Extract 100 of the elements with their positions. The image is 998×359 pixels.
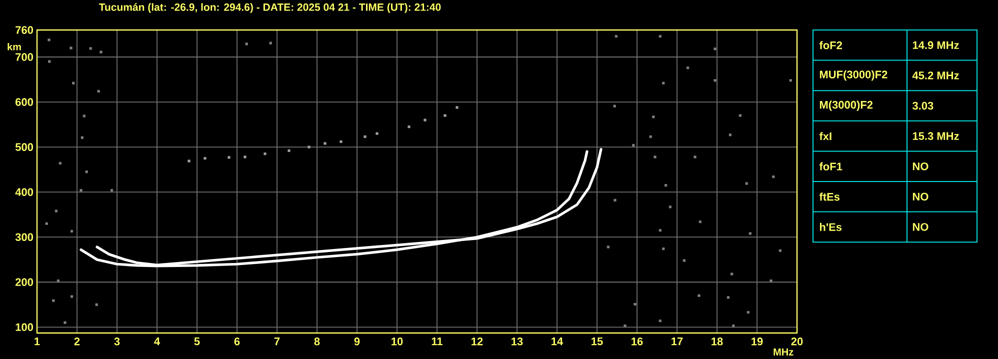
point	[82, 114, 86, 118]
text: ftEs	[819, 192, 840, 201]
point	[634, 302, 636, 306]
y-tick-label: 100	[16, 323, 34, 332]
point	[70, 46, 72, 50]
text: 14.9 MHz	[912, 41, 959, 50]
point	[80, 188, 82, 192]
point	[324, 142, 326, 145]
point	[70, 230, 74, 233]
x-tick-label: 4	[154, 338, 160, 346]
y-tick-label: 760	[16, 26, 34, 34]
y-tick-label: 700	[16, 53, 34, 61]
point	[682, 259, 686, 262]
text: foF2	[819, 41, 842, 50]
point	[614, 35, 618, 38]
x-tick-label: 20	[791, 338, 803, 346]
text: MUF(3000)F2	[820, 70, 888, 81]
x-tick-label: 9	[354, 338, 360, 346]
y-tick-label: 200	[15, 278, 34, 286]
point	[110, 188, 114, 192]
x-tick-label: 11	[432, 338, 443, 346]
text: NO	[912, 192, 928, 201]
point	[288, 149, 290, 152]
point	[772, 175, 775, 178]
point	[52, 299, 55, 302]
point	[686, 66, 690, 70]
x-tick-label: 7	[274, 338, 280, 346]
text: h'Es	[820, 222, 842, 231]
point	[97, 90, 100, 93]
point	[652, 116, 655, 118]
x-tick-label: 3	[114, 338, 120, 346]
point	[714, 79, 716, 82]
point	[424, 118, 426, 122]
point	[698, 294, 700, 297]
x-tick-label: 14	[552, 338, 564, 346]
point	[45, 222, 48, 225]
text: M(3000)F2	[820, 100, 873, 111]
point	[95, 303, 98, 306]
point	[72, 82, 75, 84]
point	[738, 114, 742, 117]
text: 3.03	[912, 102, 934, 110]
x-tick-label: 2	[74, 338, 80, 346]
point	[668, 206, 672, 208]
point	[80, 136, 84, 139]
point	[789, 79, 792, 82]
point	[245, 42, 248, 46]
text: foF1	[819, 162, 842, 170]
point	[58, 162, 62, 165]
point	[664, 184, 668, 187]
point	[745, 182, 748, 185]
point	[48, 60, 51, 63]
point	[204, 157, 206, 160]
y-tick-label: 300	[15, 233, 34, 242]
point	[662, 248, 665, 250]
point	[100, 50, 102, 54]
point	[188, 160, 190, 162]
point	[730, 272, 734, 276]
text: NO	[912, 223, 928, 231]
y-tick-label: 500	[15, 143, 34, 151]
point	[694, 156, 696, 158]
text: 45.2 MHz	[912, 72, 959, 80]
text: 15.3 MHz	[912, 132, 959, 140]
point	[70, 295, 74, 298]
point	[632, 144, 635, 147]
point	[56, 279, 60, 282]
point	[654, 156, 656, 158]
point	[658, 320, 662, 322]
point	[778, 249, 782, 252]
point	[748, 232, 752, 235]
point	[85, 170, 88, 174]
point	[269, 42, 272, 44]
point	[408, 125, 410, 128]
point	[376, 132, 378, 135]
point	[340, 140, 342, 143]
point	[228, 156, 230, 159]
point	[54, 210, 58, 212]
point	[662, 82, 665, 84]
point	[746, 310, 750, 314]
point	[264, 152, 266, 156]
x-tick-label: 16	[632, 338, 643, 346]
x-tick-label: 10	[392, 338, 403, 346]
point	[732, 324, 735, 328]
x-tick-label: 17	[672, 338, 683, 346]
y-axis-title: km	[8, 43, 21, 50]
chart-title: Tucumán (lat: -26.9, lon: 294.6) - DATE: 2025 04 21 - TIME (UT): 21:40	[98, 3, 441, 13]
point	[614, 198, 616, 202]
x-tick-label: 1	[34, 338, 40, 346]
x-tick-label: 8	[314, 338, 320, 346]
point	[714, 48, 716, 50]
point	[364, 135, 366, 138]
point	[770, 279, 772, 282]
point	[698, 220, 702, 224]
y-tick-label: 600	[16, 98, 34, 106]
point	[613, 104, 616, 108]
x-tick-label: 5	[194, 338, 200, 346]
text: fxI	[819, 132, 832, 140]
point	[64, 321, 66, 324]
point	[48, 38, 50, 42]
y-tick-label: 400	[15, 188, 34, 196]
point	[726, 296, 730, 299]
